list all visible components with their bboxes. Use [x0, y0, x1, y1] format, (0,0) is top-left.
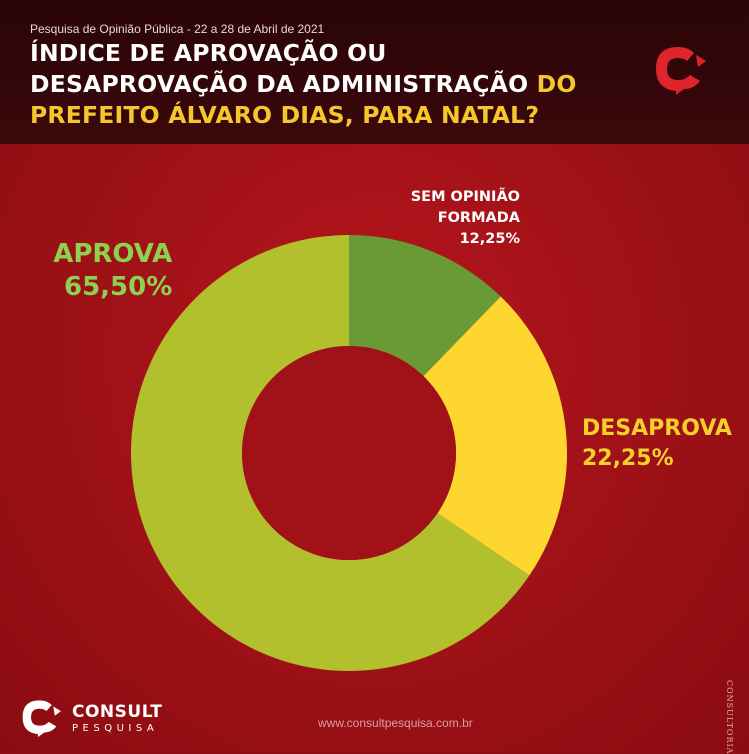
consult-logo-icon — [22, 700, 61, 738]
donut-hole — [242, 346, 456, 560]
label-aprova-value: 65,50% — [64, 272, 173, 302]
label-sem-opiniao-line1: SEM OPINIÃO — [410, 189, 520, 205]
brand-sub: PESQUISA — [72, 723, 159, 734]
header: Pesquisa de Opinião Pública - 22 a 28 de… — [0, 0, 749, 144]
label-aprova: APROVA 65,50% — [38, 238, 172, 304]
consult-logo-icon — [656, 47, 706, 95]
label-sem-opiniao-value: 12,25% — [459, 231, 520, 247]
label-sem-opiniao-line2: FORMADA — [437, 210, 520, 226]
title-part-white: ÍNDICE DE APROVAÇÃO OU DESAPROVAÇÃO DA A… — [30, 39, 537, 98]
page-title: ÍNDICE DE APROVAÇÃO OU DESAPROVAÇÃO DA A… — [30, 38, 590, 131]
brand-name: CONSULT — [72, 702, 163, 722]
slice-aprova — [130, 235, 530, 671]
brand: CONSULT PESQUISA — [72, 702, 162, 735]
slice-sem-opiniao — [349, 235, 501, 377]
slice-desaprova — [423, 296, 567, 576]
label-aprova-name: APROVA — [53, 239, 173, 269]
survey-subtitle: Pesquisa de Opinião Pública - 22 a 28 de… — [30, 22, 325, 36]
label-sem-opiniao: SEM OPINIÃO FORMADA 12,25% — [400, 187, 520, 250]
label-desaprova-name: DESAPROVA — [582, 416, 732, 441]
side-credit: CONSULTORIA — [725, 680, 734, 754]
label-desaprova: DESAPROVA 22,25% — [582, 414, 732, 474]
website-link[interactable]: www.consultpesquisa.com.br — [318, 716, 473, 730]
label-desaprova-value: 22,25% — [582, 446, 674, 471]
title-part-highlight: DO PREFEITO ÁLVARO DIAS, PARA NATAL? — [30, 70, 577, 129]
